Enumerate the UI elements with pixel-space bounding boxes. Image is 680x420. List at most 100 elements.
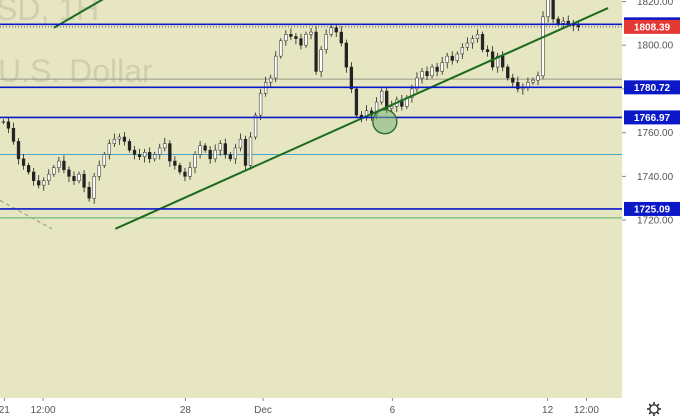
- candle-body: [344, 42, 348, 68]
- candle: [496, 52, 500, 73]
- candle: [62, 155, 66, 174]
- candle-body: [440, 62, 444, 72]
- candle-body: [168, 143, 172, 162]
- candle-body: [6, 121, 11, 129]
- candle: [561, 17, 565, 29]
- candle-body: [506, 66, 510, 79]
- level-price-badge: 1725.09: [634, 204, 671, 215]
- dashed-decline-line: [0, 199, 53, 230]
- candle: [102, 151, 106, 169]
- level-price-badge-bg: [624, 201, 680, 216]
- candle-body: [107, 143, 111, 155]
- candle: [385, 86, 389, 114]
- candle: [188, 161, 192, 180]
- candle: [314, 26, 318, 75]
- x-tick-label: 28: [180, 405, 192, 416]
- candle-body: [556, 18, 560, 24]
- candle-body: [410, 88, 414, 98]
- candle: [289, 28, 293, 40]
- candle: [551, 0, 555, 24]
- candle: [445, 52, 449, 69]
- candle-body: [430, 66, 434, 77]
- level-price-badge-bg: [624, 110, 680, 125]
- time-axis[interactable]: 21 12:00 28 Dec 6 12 12:00: [0, 398, 599, 416]
- candle: [183, 167, 187, 182]
- x-tick-label: 21: [0, 405, 10, 416]
- candle: [299, 33, 303, 50]
- candle: [279, 38, 283, 59]
- candle: [536, 71, 540, 86]
- candle: [52, 164, 56, 177]
- candle: [430, 64, 434, 79]
- time-axis-background: [0, 398, 680, 420]
- candle-body: [279, 40, 283, 57]
- candle: [97, 160, 101, 181]
- y-tick-label: 1740.00: [637, 172, 674, 183]
- candle: [269, 74, 273, 89]
- watermark-subtitle: U.S. Dollar: [0, 53, 153, 89]
- candle: [324, 29, 328, 54]
- candle-body: [208, 149, 212, 160]
- candle: [274, 51, 278, 83]
- candle: [258, 89, 263, 121]
- candle-body: [62, 160, 66, 171]
- x-tick-label: 12:00: [574, 405, 599, 416]
- candle-body: [566, 20, 570, 24]
- candle: [304, 31, 308, 48]
- candle: [77, 171, 81, 184]
- candle-body: [223, 143, 227, 155]
- candle: [32, 167, 36, 186]
- candle-body: [253, 114, 258, 138]
- x-tick-label: 12:00: [31, 405, 56, 416]
- annotations[interactable]: [372, 109, 398, 135]
- candle: [112, 133, 116, 147]
- candle-body: [26, 165, 31, 173]
- candle-body: [546, 0, 550, 18]
- candle-body: [42, 180, 46, 186]
- current-price-badge: 1808.39: [634, 22, 671, 33]
- candle: [158, 143, 162, 160]
- candle-body: [16, 141, 21, 160]
- highlight-circle[interactable]: [372, 109, 398, 135]
- candle: [425, 66, 429, 80]
- y-tick-label: 1760.00: [637, 128, 674, 139]
- candle-body: [269, 77, 273, 83]
- candle: [480, 31, 485, 53]
- candle-body: [309, 31, 313, 35]
- candle-body: [218, 143, 222, 151]
- x-tick-label: Dec: [254, 405, 272, 416]
- horizontal-levels[interactable]: [0, 0, 622, 210]
- trendlines[interactable]: [53, 0, 609, 230]
- candle: [203, 143, 207, 153]
- candle-body: [82, 173, 86, 188]
- candle-body: [92, 176, 96, 199]
- x-tick-label: 12: [542, 405, 554, 416]
- candle-body: [112, 138, 116, 144]
- candle-body: [465, 42, 470, 48]
- candle: [1, 119, 6, 125]
- candle: [178, 162, 182, 175]
- candle-body: [480, 34, 485, 50]
- candle-body: [319, 49, 323, 72]
- candle-body: [117, 136, 122, 140]
- candle-body: [485, 49, 490, 53]
- candle-body: [163, 143, 167, 149]
- candle: [253, 112, 258, 140]
- candle: [117, 133, 122, 145]
- candle: [6, 117, 11, 134]
- candle: [475, 29, 480, 43]
- candle-body: [258, 93, 263, 116]
- candle-body: [304, 34, 308, 46]
- candle-body: [475, 34, 480, 39]
- candle-body: [37, 180, 41, 186]
- candle-body: [390, 106, 394, 109]
- candle: [208, 145, 212, 164]
- settings-gear-icon[interactable]: [647, 402, 661, 416]
- candle: [72, 171, 76, 185]
- candle-body: [415, 77, 419, 90]
- candle: [354, 86, 359, 118]
- trendline[interactable]: [114, 7, 609, 230]
- candle: [460, 43, 464, 59]
- candle: [168, 140, 172, 167]
